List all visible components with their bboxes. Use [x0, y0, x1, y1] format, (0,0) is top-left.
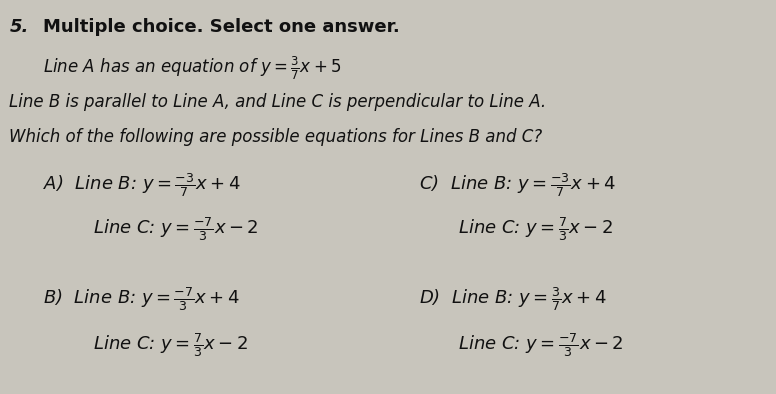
- Text: Line C: $y = \frac{-7}{3}x - 2$: Line C: $y = \frac{-7}{3}x - 2$: [458, 331, 623, 359]
- Text: A)  Line B: $y = \frac{-3}{7}x + 4$: A) Line B: $y = \frac{-3}{7}x + 4$: [43, 171, 241, 199]
- Text: Line C: $y = \frac{-7}{3}x - 2$: Line C: $y = \frac{-7}{3}x - 2$: [93, 215, 258, 243]
- Text: Line C: $y = \frac{7}{3}x - 2$: Line C: $y = \frac{7}{3}x - 2$: [458, 215, 613, 243]
- Text: B)  Line B: $y = \frac{-7}{3}x + 4$: B) Line B: $y = \frac{-7}{3}x + 4$: [43, 286, 240, 314]
- Text: Line A has an equation of $y = \frac{3}{7}x + 5$: Line A has an equation of $y = \frac{3}{…: [43, 54, 341, 82]
- Text: Multiple choice. Select one answer.: Multiple choice. Select one answer.: [43, 18, 400, 36]
- Text: Line C: $y = \frac{7}{3}x - 2$: Line C: $y = \frac{7}{3}x - 2$: [93, 331, 248, 359]
- Text: D)  Line B: $y = \frac{3}{7}x + 4$: D) Line B: $y = \frac{3}{7}x + 4$: [419, 286, 607, 314]
- Text: C)  Line B: $y = \frac{-3}{7}x + 4$: C) Line B: $y = \frac{-3}{7}x + 4$: [419, 171, 616, 199]
- Text: Which of the following are possible equations for Lines B and C?: Which of the following are possible equa…: [9, 128, 542, 146]
- Text: Line B is parallel to Line A, and Line C is perpendicular to Line A.: Line B is parallel to Line A, and Line C…: [9, 93, 546, 111]
- Text: 5.: 5.: [9, 18, 29, 36]
